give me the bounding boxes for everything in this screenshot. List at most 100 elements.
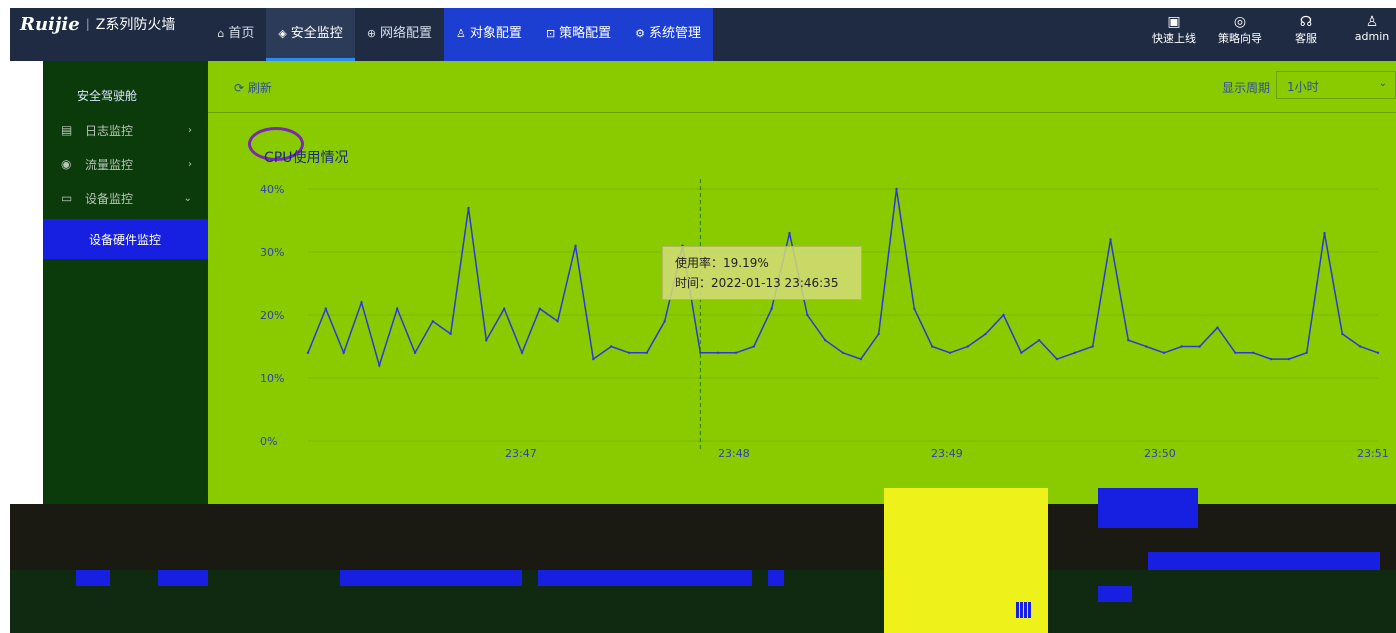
device-icon: ▭ [61, 191, 73, 205]
cpu-usage-chart: 0% 10% 20% 30% 40% 23:47 23:48 23:49 23:50 23:51 [260, 179, 1389, 460]
nav-item-system-manage[interactable]: ⚙ 系统管理 [623, 8, 714, 61]
blue-block [340, 570, 522, 586]
data-point [306, 351, 310, 354]
sidebar-item-log-monitor[interactable]: ▤ 日志监控 › [43, 113, 208, 147]
y-tick-label: 0% [260, 435, 277, 448]
data-point [556, 320, 559, 323]
y-tick-label: 30% [260, 246, 284, 259]
data-point [395, 307, 399, 310]
y-tick-label: 20% [260, 309, 284, 322]
gear-icon: ⚙ [635, 27, 646, 40]
nav-label: 网络配置 [380, 26, 433, 41]
data-point [1037, 339, 1041, 342]
data-point [788, 231, 791, 235]
service-icon: ☊ [1299, 14, 1313, 30]
nav-item-home[interactable]: ⌂ 首页 [205, 8, 266, 61]
period-select[interactable]: 1小时 ⌄ [1276, 71, 1396, 99]
data-point [485, 339, 488, 342]
wizard-icon: ◎ [1233, 14, 1247, 30]
data-point [1251, 351, 1255, 354]
nav-item-object-config[interactable]: ♙ 对象配置 [444, 8, 534, 61]
blue-block [1148, 552, 1380, 570]
data-point [627, 351, 631, 354]
header-tools: ▣ 快速上线 ◎ 策略向导 ☊ 客服 ♙ admin [1150, 14, 1396, 46]
chart-tooltip: 使用率：19.19% 时间：2022-01-13 23:46:35 [662, 246, 862, 300]
data-point [1127, 339, 1130, 342]
sidebar-item-label: 流量监控 [85, 157, 134, 172]
data-point [1216, 326, 1219, 329]
tool-label: 策略向导 [1218, 32, 1262, 45]
data-point [449, 332, 452, 336]
data-point [1341, 332, 1344, 336]
sidebar-item-flow-monitor[interactable]: ◉ 流量监控 › [43, 147, 208, 181]
annotation-ring [248, 127, 304, 161]
period-label: 显示周期 [1221, 81, 1270, 95]
nav-item-security-monitor[interactable]: ◈ 安全监控 [266, 8, 356, 61]
y-tick-label: 10% [260, 372, 284, 385]
data-point [645, 351, 649, 354]
data-point [1109, 238, 1112, 241]
x-tick-label: 23:51 [1357, 447, 1389, 460]
y-tick-label: 40% [260, 183, 284, 196]
data-point [1073, 351, 1077, 354]
blue-block [1098, 488, 1198, 528]
quick-online-icon: ▣ [1167, 14, 1181, 30]
globe-icon: ⊕ [366, 27, 377, 40]
home-icon: ⌂ [217, 27, 225, 40]
data-point [1020, 351, 1023, 354]
data-point [1358, 345, 1362, 348]
data-point [538, 307, 542, 310]
chevron-right-icon: › [188, 124, 192, 136]
bottom-panel [10, 488, 1396, 633]
x-tick-label: 23:50 [1144, 447, 1176, 460]
data-point [1305, 351, 1308, 354]
sidebar-item-device-monitor[interactable]: ▭ 设备监控 ⌄ [43, 181, 208, 215]
sidebar-item-security-cockpit[interactable]: 安全驾驶舱 [77, 89, 138, 103]
data-point [413, 351, 417, 354]
admin-icon: ♙ [1365, 14, 1379, 30]
chevron-down-icon: ⌄ [183, 192, 192, 204]
grid-icon [1016, 602, 1032, 618]
nav-label: 策略配置 [559, 26, 612, 41]
ruijie-logo: Ruijie [20, 13, 80, 35]
data-point [1002, 313, 1005, 317]
data-point [930, 345, 934, 348]
data-point [859, 357, 863, 361]
brand: Ruijie | Z系列防火墙 [10, 8, 175, 40]
period-value: 1小时 [1287, 80, 1319, 94]
data-point [609, 345, 613, 348]
tool-label: 快速上线 [1152, 32, 1196, 45]
data-point [1180, 345, 1184, 348]
nav-item-network-config[interactable]: ⊕ 网络配置 [355, 8, 444, 61]
brand-separator: | [85, 17, 90, 31]
chevron-right-icon: › [188, 158, 192, 170]
refresh-label: 刷新 [247, 81, 272, 95]
data-point [913, 307, 916, 310]
sidebar-item-hardware-monitor[interactable]: 设备硬件监控 [43, 219, 208, 259]
data-point [984, 332, 987, 336]
data-point [841, 351, 845, 354]
tool-label: admin [1354, 30, 1390, 43]
policy-wizard-button[interactable]: ◎ 策略向导 [1216, 14, 1264, 46]
customer-service-button[interactable]: ☊ 客服 [1282, 14, 1330, 46]
quick-online-button[interactable]: ▣ 快速上线 [1150, 14, 1198, 46]
user-icon: ♙ [456, 27, 466, 40]
tool-label: 客服 [1295, 32, 1317, 45]
data-point [1198, 345, 1201, 348]
data-point [502, 307, 506, 310]
nav-item-policy-config[interactable]: ⊡ 策略配置 [533, 8, 624, 61]
data-point [574, 244, 577, 247]
admin-user-button[interactable]: ♙ admin [1348, 14, 1396, 46]
shield-icon: ◈ [278, 27, 287, 40]
data-point [752, 345, 756, 348]
data-point [770, 307, 773, 310]
refresh-button[interactable]: ⟳ 刷新 [234, 81, 272, 95]
blue-block [158, 570, 208, 586]
data-point [1323, 231, 1326, 235]
data-point [806, 313, 809, 317]
data-point [467, 206, 470, 210]
data-point [1287, 357, 1291, 361]
top-navigation-bar: Ruijie | Z系列防火墙 ⌂ 首页 ◈ 安全监控 ⊕ 网络配置 ♙ 对象配置 ⊡ 策… [10, 8, 1396, 61]
blue-block [76, 570, 110, 586]
data-point [431, 320, 435, 323]
